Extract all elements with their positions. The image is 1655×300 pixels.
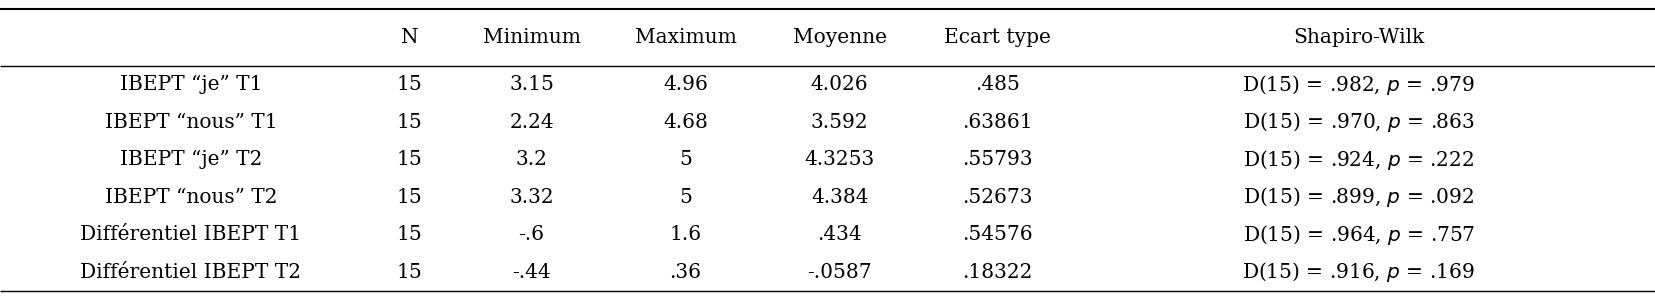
Text: IBEPT “nous” T1: IBEPT “nous” T1 (104, 113, 278, 132)
Text: IBEPT “je” T2: IBEPT “je” T2 (119, 150, 261, 169)
Text: Ecart type: Ecart type (945, 28, 1051, 47)
Text: 4.3253: 4.3253 (804, 150, 875, 169)
Text: 15: 15 (397, 188, 422, 207)
Text: 3.32: 3.32 (510, 188, 554, 207)
Text: -.0587: -.0587 (808, 263, 872, 282)
Text: -.6: -.6 (518, 225, 544, 244)
Text: .54576: .54576 (963, 225, 1033, 244)
Text: Moyenne: Moyenne (793, 28, 887, 47)
Text: .18322: .18322 (963, 263, 1033, 282)
Text: D(15) = .970, $p$ = .863: D(15) = .970, $p$ = .863 (1243, 110, 1475, 134)
Text: IBEPT “nous” T2: IBEPT “nous” T2 (104, 188, 276, 207)
Text: .52673: .52673 (963, 188, 1033, 207)
Text: IBEPT “je” T1: IBEPT “je” T1 (119, 75, 261, 94)
Text: D(15) = .924, $p$ = .222: D(15) = .924, $p$ = .222 (1243, 148, 1475, 172)
Text: -.44: -.44 (511, 263, 551, 282)
Text: 15: 15 (397, 150, 422, 169)
Text: 4.384: 4.384 (811, 188, 869, 207)
Text: 15: 15 (397, 113, 422, 132)
Text: D(15) = .964, $p$ = .757: D(15) = .964, $p$ = .757 (1243, 223, 1475, 247)
Text: 5: 5 (679, 150, 692, 169)
Text: 15: 15 (397, 225, 422, 244)
Text: .434: .434 (818, 225, 862, 244)
Text: .36: .36 (670, 263, 702, 282)
Text: 5: 5 (679, 188, 692, 207)
Text: D(15) = .982, $p$ = .979: D(15) = .982, $p$ = .979 (1243, 73, 1475, 97)
Text: Shapiro-Wilk: Shapiro-Wilk (1293, 28, 1425, 47)
Text: 4.68: 4.68 (664, 113, 708, 132)
Text: D(15) = .899, $p$ = .092: D(15) = .899, $p$ = .092 (1243, 185, 1475, 209)
Text: .485: .485 (975, 75, 1019, 94)
Text: D(15) = .916, $p$ = .169: D(15) = .916, $p$ = .169 (1243, 260, 1475, 284)
Text: Différentiel IBEPT T1: Différentiel IBEPT T1 (81, 225, 301, 244)
Text: Différentiel IBEPT T2: Différentiel IBEPT T2 (81, 263, 301, 282)
Text: Minimum: Minimum (483, 28, 581, 47)
Text: 15: 15 (397, 263, 422, 282)
Text: 15: 15 (397, 75, 422, 94)
Text: 4.96: 4.96 (664, 75, 708, 94)
Text: 3.2: 3.2 (516, 150, 548, 169)
Text: 3.15: 3.15 (510, 75, 554, 94)
Text: N: N (401, 28, 419, 47)
Text: Maximum: Maximum (634, 28, 736, 47)
Text: 4.026: 4.026 (811, 75, 869, 94)
Text: .63861: .63861 (963, 113, 1033, 132)
Text: 1.6: 1.6 (670, 225, 702, 244)
Text: .55793: .55793 (963, 150, 1033, 169)
Text: 3.592: 3.592 (811, 113, 869, 132)
Text: 2.24: 2.24 (510, 113, 554, 132)
